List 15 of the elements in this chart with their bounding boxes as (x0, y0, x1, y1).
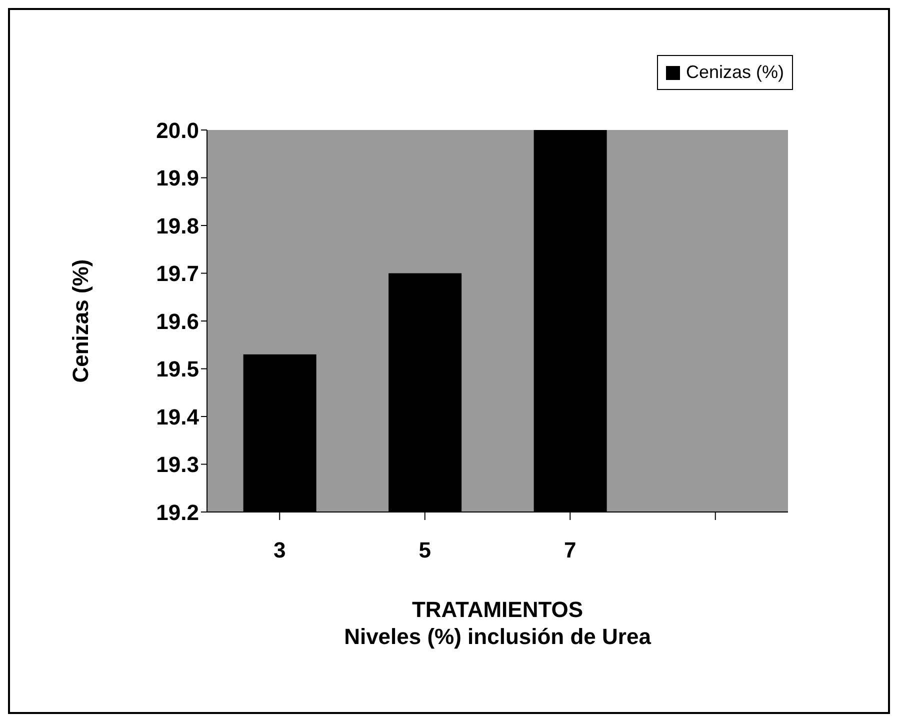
y-tick-label: 19.5 (156, 356, 199, 382)
y-tick-label: 19.3 (156, 452, 199, 478)
y-tick-label: 19.2 (156, 500, 199, 525)
x-tick-label: 3 (274, 538, 286, 563)
y-tick-label: 20.0 (156, 118, 199, 143)
y-tick-label: 19.7 (156, 261, 199, 286)
y-tick-label: 19.9 (156, 166, 199, 191)
y-axis-title: Cenizas (%) (68, 259, 93, 383)
legend-label: Cenizas (%) (686, 62, 784, 83)
y-tick-label: 19.4 (156, 404, 200, 430)
x-tick-label: 7 (564, 538, 576, 563)
y-tick-label: 19.6 (156, 308, 199, 334)
x-axis-title: TRATAMIENTOS Niveles (%) inclusión de Urea (344, 597, 652, 649)
y-tick-label: 19.8 (156, 213, 199, 238)
x-tick-label: 5 (418, 538, 431, 563)
